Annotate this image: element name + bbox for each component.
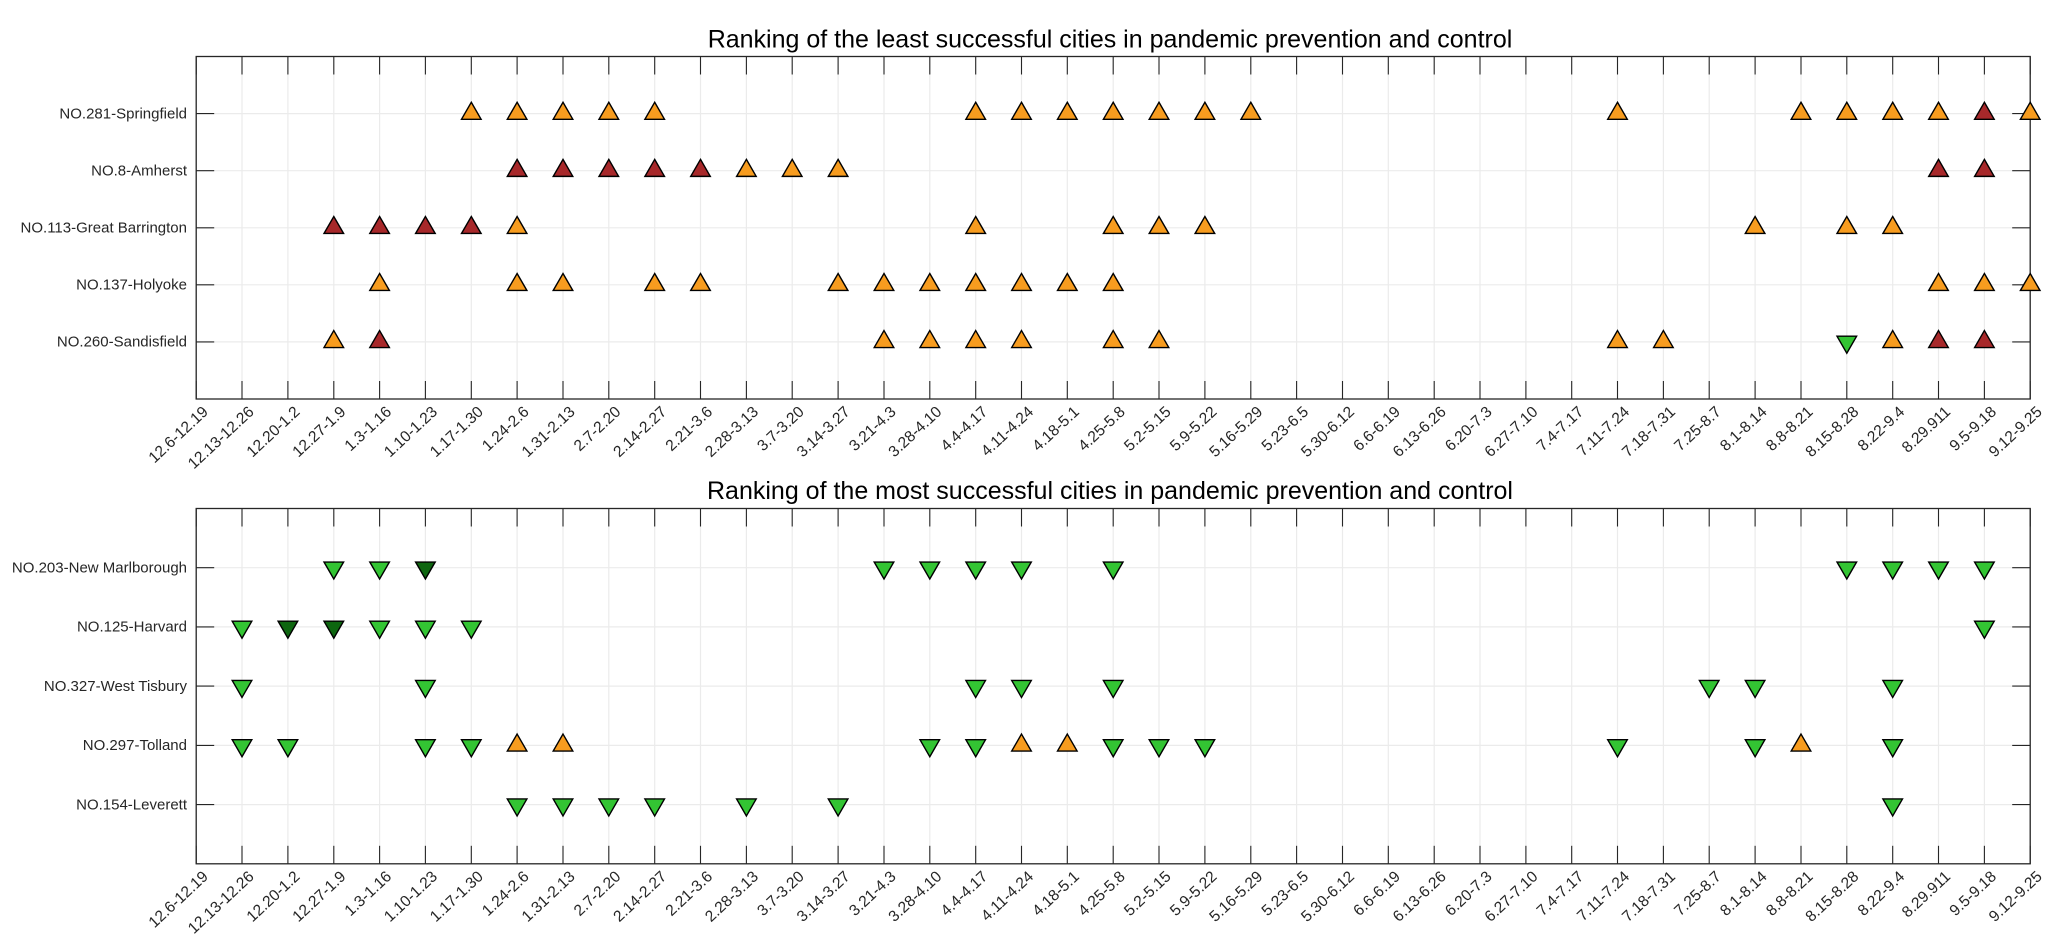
svg-text:NO.154-Leverett: NO.154-Leverett [76,796,188,813]
svg-text:NO.297-Tolland: NO.297-Tolland [83,737,187,754]
svg-text:NO.260-Sandisfield: NO.260-Sandisfield [57,334,187,351]
svg-text:NO.137-Holyoke: NO.137-Holyoke [76,277,187,294]
svg-text:NO.125-Harvard: NO.125-Harvard [77,619,187,636]
svg-text:NO.113-Great Barrington: NO.113-Great Barrington [21,220,187,237]
svg-text:Ranking of the least successfu: Ranking of the least successful cities i… [708,26,1513,54]
svg-text:NO.203-New Marlborough: NO.203-New Marlborough [12,560,187,577]
svg-text:NO.327-West Tisbury: NO.327-West Tisbury [44,678,188,695]
svg-text:Ranking of the most successful: Ranking of the most successful cities in… [707,477,1513,505]
svg-text:NO.8-Amherst: NO.8-Amherst [91,163,188,180]
svg-text:NO.281-Springfield: NO.281-Springfield [59,105,187,122]
